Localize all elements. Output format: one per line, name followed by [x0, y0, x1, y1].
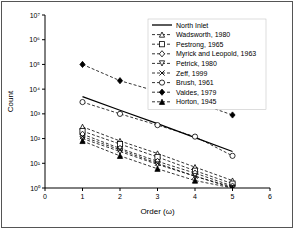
series-point [117, 147, 122, 152]
y-axis-label: Count [6, 90, 15, 112]
series-point [230, 185, 235, 188]
legend-marker [159, 51, 164, 57]
y-tick [42, 113, 45, 114]
series-line [83, 137, 233, 187]
legend-label: North Inlet [176, 22, 208, 29]
y-tick [42, 39, 45, 40]
legend-marker [159, 61, 164, 66]
series-point [80, 61, 85, 67]
y-tick [42, 188, 45, 189]
figure-frame [2, 2, 293, 228]
legend-label: Wadsworth, 1980 [176, 31, 230, 38]
series-point [230, 112, 235, 118]
legend: North Inlet Wadsworth, 1980 Pestrong, 1965… [148, 19, 266, 109]
series-line [83, 139, 233, 188]
y-tick-label: 10⁷ [30, 12, 41, 19]
x-tick [82, 188, 83, 191]
series-point [117, 153, 122, 158]
chart: 0 1 2 3 4 5 6 10⁰ 10¹ 10² 10³ 10⁴ 10⁵ 10⁶ 10⁷ Order (ω)… [0, 0, 294, 229]
y-tick [42, 163, 45, 164]
series-point [192, 178, 197, 183]
x-axis-label: Order (ω) [140, 207, 175, 216]
y-tick-label: 10² [30, 135, 41, 142]
legend-marker [159, 99, 164, 104]
x-tick-label: 3 [156, 193, 160, 200]
x-tick-label: 2 [118, 193, 122, 200]
legend-label: Brush, 1961 [176, 79, 214, 86]
x-tick-label: 0 [43, 193, 47, 200]
series-point [192, 134, 197, 139]
y-tick [42, 64, 45, 65]
series-line [83, 141, 233, 188]
y-tick-label: 10⁵ [29, 61, 40, 68]
x-tick-label: 1 [81, 193, 85, 200]
y-tick-label: 10⁰ [30, 185, 41, 192]
series-line [83, 127, 233, 181]
x-tick-label: 6 [268, 193, 272, 200]
x-tick [120, 188, 121, 191]
y-tick-label: 10³ [30, 110, 41, 117]
series-point [155, 161, 160, 166]
legend-label: Petrick, 1980 [176, 60, 217, 67]
series-point [80, 99, 85, 104]
legend-marker [159, 80, 164, 85]
legend-marker [159, 89, 164, 95]
legend-marker [159, 42, 164, 47]
y-tick-label: 10⁶ [29, 36, 40, 43]
legend-marker [159, 32, 164, 37]
y-tick-label: 10⁴ [29, 86, 40, 93]
series-line [83, 134, 233, 186]
legend-marker [159, 70, 164, 75]
y-tick [42, 15, 45, 16]
series-point [155, 166, 160, 171]
legend-box [148, 19, 266, 109]
series-line [83, 131, 233, 184]
x-tick [232, 188, 233, 191]
series-point [117, 78, 122, 84]
legend-line [152, 24, 172, 25]
y-tick [42, 89, 45, 90]
y-axis [45, 15, 46, 188]
x-tick-label: 5 [231, 193, 235, 200]
x-tick [270, 188, 271, 191]
legend-label: Myrick and Leopold, 1963 [176, 50, 256, 58]
series-point [80, 138, 85, 143]
legend-label: Horton, 1945 [176, 98, 217, 105]
y-tick [42, 138, 45, 139]
series-point [230, 153, 235, 158]
x-tick-label: 4 [193, 193, 197, 200]
legend-label: Valdes, 1979 [176, 89, 216, 96]
series-line [83, 102, 233, 156]
x-tick [157, 188, 158, 191]
y-tick-label: 10¹ [30, 160, 41, 167]
series-point [155, 123, 160, 128]
x-tick [195, 188, 196, 191]
legend-label: Pestrong, 1965 [176, 41, 224, 49]
series-point [117, 111, 122, 116]
legend-label: Zeff, 1999 [176, 70, 208, 77]
